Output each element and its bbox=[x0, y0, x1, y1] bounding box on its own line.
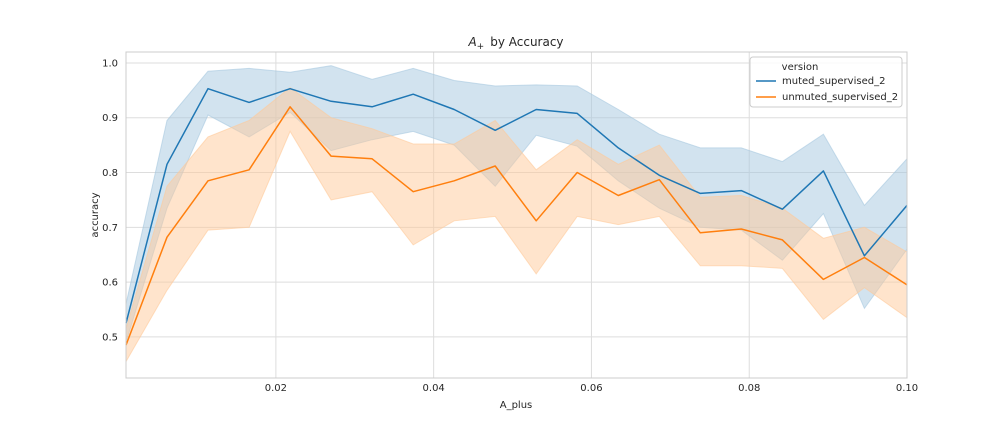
y-tick-label: 0.7 bbox=[102, 223, 118, 234]
confidence-bands bbox=[125, 65, 908, 364]
legend-box bbox=[749, 56, 903, 108]
title-symbol: A bbox=[467, 35, 476, 49]
series-line-unmuted bbox=[125, 106, 908, 346]
x-tick-label: 0.02 bbox=[265, 383, 287, 394]
y-tick-labels: 0.5 0.6 0.7 0.8 0.9 1.0 bbox=[102, 58, 118, 343]
legend-label-unmuted: unmuted_supervised_2 bbox=[782, 92, 898, 103]
y-tick-label: 0.8 bbox=[102, 168, 118, 179]
x-tick-label: 0.06 bbox=[580, 383, 602, 394]
title-subscript: + bbox=[477, 42, 485, 52]
y-tick-label: 1.0 bbox=[102, 58, 118, 69]
x-tick-labels: 0.02 0.04 0.06 0.08 0.10 bbox=[265, 383, 918, 394]
plot-frame bbox=[125, 51, 908, 379]
y-tick-label: 0.5 bbox=[102, 332, 118, 343]
title-text: by Accuracy bbox=[490, 35, 563, 49]
x-axis-label: A_plus bbox=[500, 400, 533, 411]
x-tick-label: 0.10 bbox=[896, 383, 918, 394]
x-tick-label: 0.04 bbox=[423, 383, 445, 394]
legend-label-muted: muted_supervised_2 bbox=[782, 76, 885, 87]
x-tick-label: 0.08 bbox=[738, 383, 760, 394]
y-axis-label: accuracy bbox=[90, 192, 101, 237]
y-tick-label: 0.9 bbox=[102, 113, 118, 124]
legend: version muted_supervised_2 unmuted_super… bbox=[749, 56, 903, 108]
series-lines bbox=[125, 87, 908, 346]
legend-title: version bbox=[782, 62, 819, 73]
y-tick-label: 0.6 bbox=[102, 278, 118, 289]
chart-title: A+ by Accuracy bbox=[467, 35, 563, 52]
series-line-muted bbox=[125, 87, 908, 324]
